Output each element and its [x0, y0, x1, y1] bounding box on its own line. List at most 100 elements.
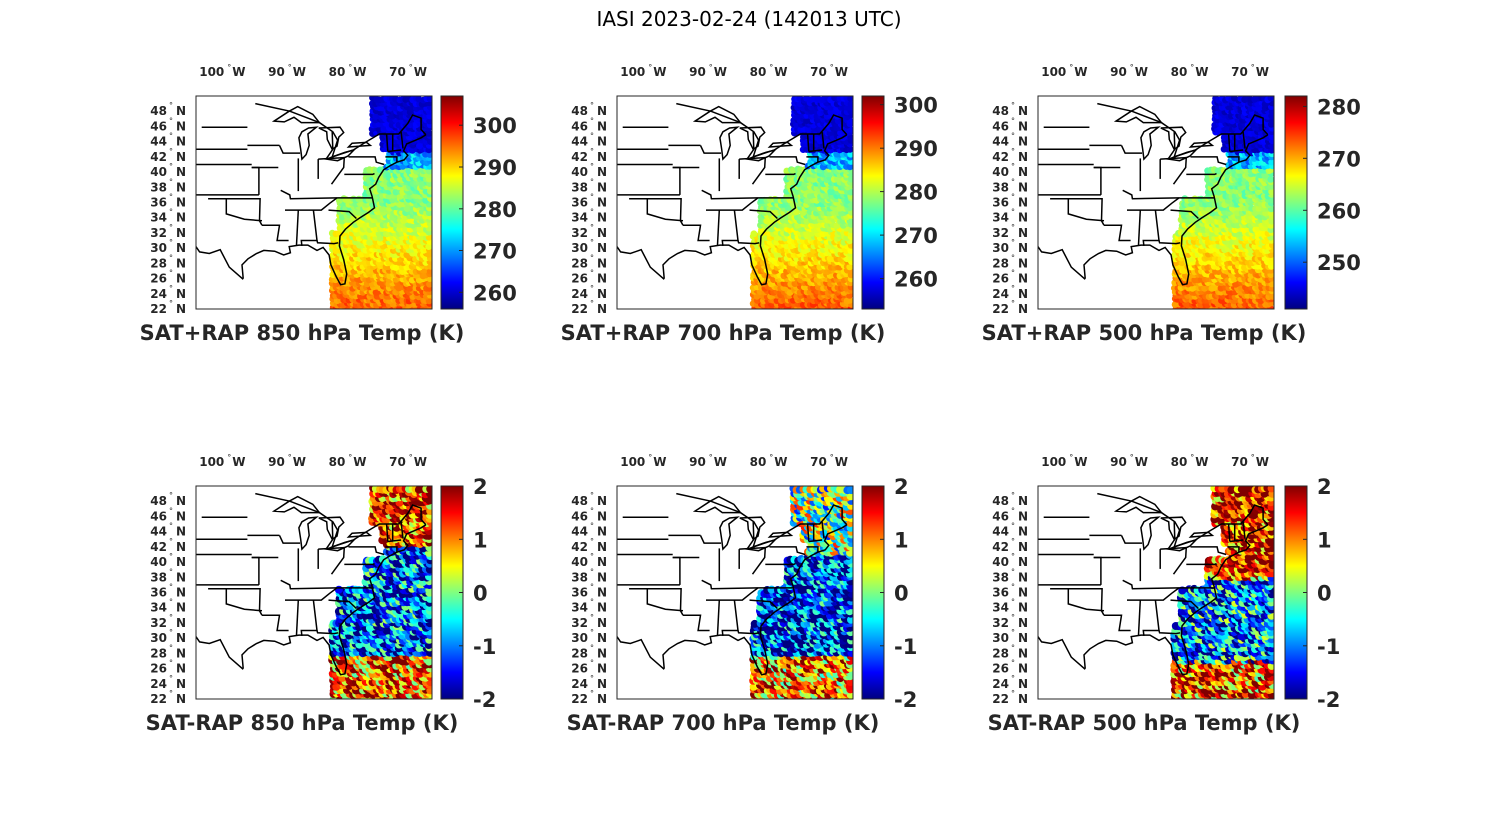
data-point [847, 96, 853, 102]
lat-tick-label: 40 [571, 165, 588, 179]
degree-mark: ° [1011, 193, 1015, 202]
degree-mark: ° [1011, 208, 1015, 217]
lat-tick-suffix: N [176, 104, 186, 118]
lat-tick-suffix: N [597, 302, 607, 316]
lat-tick-label: 38 [992, 180, 1009, 194]
great-lake [1165, 148, 1199, 162]
degree-mark: ° [169, 116, 173, 125]
state-border [806, 156, 819, 163]
degree-mark: ° [1011, 284, 1015, 293]
lat-tick-label: 44 [571, 135, 588, 149]
degree-mark: ° [1011, 299, 1015, 308]
colorbar [1284, 95, 1308, 310]
lat-tick-label: 26 [992, 272, 1009, 286]
data-point [405, 167, 413, 175]
lon-tick-suffix: W [835, 65, 848, 79]
lat-tick-suffix: N [176, 150, 186, 164]
data-point [426, 96, 432, 102]
lat-tick-label: 42 [150, 150, 167, 164]
state-border [1137, 210, 1142, 246]
state-border [629, 197, 684, 226]
degree-mark: ° [169, 223, 173, 232]
lat-tick-suffix: N [176, 119, 186, 133]
panels: 100 ° W 90 ° W 80 ° W 70 ° W22 ° N24 ° N26 ° N28 ° N30 ° N32 °… [140, 63, 1361, 735]
lat-tick-suffix: N [597, 211, 607, 225]
great-lake [323, 148, 357, 162]
degree-mark: ° [1011, 116, 1015, 125]
state-border [400, 131, 404, 149]
lon-tick-label: 80 [750, 65, 767, 79]
colorbar-tick-label: 270 [1317, 147, 1361, 171]
degree-mark: ° [1011, 147, 1015, 156]
state-border [285, 197, 338, 211]
lat-tick-label: 46 [571, 119, 588, 133]
degree-mark: ° [169, 132, 173, 141]
colorbar-tick-label: 270 [473, 240, 517, 264]
degree-mark: ° [1011, 132, 1015, 141]
state-border [721, 210, 739, 246]
figure-title: IASI 2023-02-24 (142013 UTC) [596, 7, 901, 31]
lat-tick-label: 28 [571, 256, 588, 270]
lat-tick-label: 24 [150, 287, 167, 301]
degree-mark: ° [769, 63, 773, 72]
state-border [1186, 172, 1217, 176]
state-border [808, 149, 823, 153]
lat-tick-suffix: N [597, 226, 607, 240]
lat-tick-suffix: N [1018, 119, 1028, 133]
degree-mark: ° [288, 63, 292, 72]
degree-mark: ° [348, 63, 352, 72]
state-border [701, 189, 713, 199]
colorbar-tick-label: 280 [473, 198, 517, 222]
lat-tick-suffix: N [597, 241, 607, 255]
colorbar-tick-label: 260 [894, 268, 938, 292]
data-point [1268, 158, 1274, 166]
colorbar-tick-label: 290 [473, 156, 517, 180]
lat-tick-suffix: N [597, 150, 607, 164]
data-point [846, 263, 853, 271]
mexico-border [196, 233, 244, 280]
lat-tick-suffix: N [176, 256, 186, 270]
data-point [803, 230, 810, 237]
lon-tick-label: 70 [810, 65, 827, 79]
lat-tick-suffix: N [176, 196, 186, 210]
degree-mark: ° [169, 299, 173, 308]
lat-tick-suffix: N [597, 135, 607, 149]
state-border [1067, 198, 1105, 222]
degree-mark: ° [227, 63, 231, 72]
degree-mark: ° [1130, 63, 1134, 72]
data-point [426, 594, 432, 603]
panel-2: 100 ° W 90 ° W 80 ° W 70 ° W22 ° N24 ° N26 ° N28 ° N30 ° N32 °… [561, 63, 938, 345]
degree-mark: ° [590, 132, 594, 141]
great-lake [1188, 141, 1215, 148]
state-border [385, 133, 389, 152]
state-border [749, 209, 778, 220]
colorbar-tick-label: 250 [1317, 251, 1361, 275]
lat-tick-label: 44 [150, 135, 167, 149]
great-lake [271, 105, 321, 124]
panel-1: 100 ° W 90 ° W 80 ° W 70 ° W22 ° N24 ° N26 ° N28 ° N30 ° N32 °… [140, 63, 517, 345]
lat-tick-suffix: N [176, 302, 186, 316]
colorbar-tick-label: 270 [894, 224, 938, 248]
lat-tick-label: 46 [992, 119, 1009, 133]
lon-tick-label: 70 [389, 65, 406, 79]
lon-tick-label: 70 [1231, 65, 1248, 79]
degree-mark: ° [169, 177, 173, 186]
coastline [662, 134, 848, 286]
mexico-border [1038, 233, 1086, 280]
state-border [300, 210, 318, 246]
state-border [751, 156, 767, 185]
lat-tick-suffix: N [597, 256, 607, 270]
lat-tick-label: 30 [992, 241, 1009, 255]
degree-mark: ° [648, 63, 652, 72]
lat-tick-label: 42 [571, 150, 588, 164]
degree-mark: ° [590, 177, 594, 186]
degree-mark: ° [169, 238, 173, 247]
state-border [289, 197, 373, 200]
degree-mark: ° [1011, 101, 1015, 110]
degree-mark: ° [590, 253, 594, 262]
degree-mark: ° [169, 269, 173, 278]
degree-mark: ° [590, 269, 594, 278]
state-border [1142, 210, 1160, 246]
great-lake [719, 126, 740, 161]
great-lake [1160, 126, 1187, 151]
